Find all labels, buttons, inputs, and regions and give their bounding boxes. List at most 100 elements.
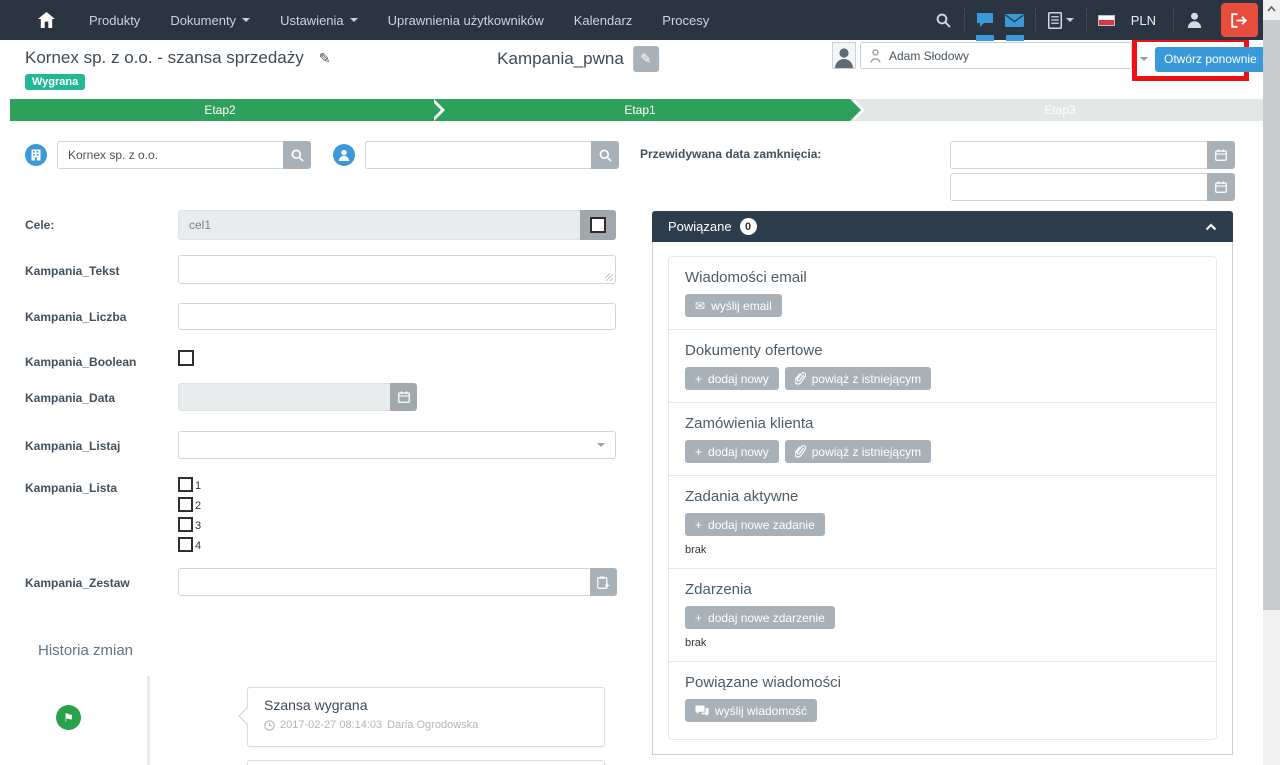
contact-search-button[interactable] [591,141,619,169]
button-label: wyślij email [711,298,772,313]
nav-item-procesy[interactable]: Procesy [662,13,709,28]
nav-item-produkty[interactable]: Produkty [89,13,140,28]
calendar-button[interactable] [1207,141,1235,169]
home-icon [38,12,55,28]
kampania-liczba-input[interactable] [178,303,616,330]
mail-icon [1005,13,1025,27]
edit-title-pencil-icon[interactable]: ✎ [318,49,331,66]
option-checkbox[interactable] [178,517,193,532]
scrollbar-thumb[interactable] [1263,20,1280,610]
date-group-1 [950,141,1235,169]
mail-button[interactable] [1000,0,1030,41]
add-task-button[interactable]: + dodaj nowe zadanie [685,513,825,536]
nav-item-uprawnienia[interactable]: Uprawnienia użytkowników [388,13,544,28]
collapse-button[interactable] [1205,223,1217,231]
add-event-button[interactable]: + dodaj nowe zdarzenie [685,606,835,629]
chevron-down-icon [1065,18,1074,22]
stage-label: Etap1 [624,103,656,117]
page-title: Kornex sp. z o.o. - szansa sprzedaży [25,48,304,67]
cele-group [178,210,616,240]
chevron-down-icon [242,18,251,22]
calendar-button[interactable] [1207,173,1235,201]
edit-record-button[interactable]: ✎ [632,46,659,72]
search-icon [599,149,612,162]
nav-item-label: Ustawienia [280,12,344,28]
history-entry-card[interactable]: Szansa wygrana 2017-02-27 08:14:03 Daria… [238,687,605,747]
stage-etap1[interactable]: Etap1 [430,99,865,121]
calendar-button[interactable] [390,383,417,411]
company-search-group [57,141,311,169]
option-checkbox[interactable] [178,537,193,552]
kampania-tekst-field [178,255,616,284]
logout-button[interactable] [1221,3,1258,37]
kampania-listaj-select[interactable] [178,431,616,459]
language-flag-button[interactable] [1092,0,1122,40]
add-new-button[interactable]: + dodaj nowy [685,367,779,390]
scrollbar-up-button[interactable] [1263,0,1280,17]
lista-option: 2 [178,497,201,512]
calendar-icon [1215,149,1227,161]
kampania-boolean-checkbox[interactable] [178,350,194,366]
related-card: Wiadomości email ✉ wyślij email Dokument… [668,256,1217,740]
kampania-tekst-textarea[interactable] [179,256,615,283]
option-label: 3 [195,520,202,532]
reports-button[interactable] [1041,0,1081,40]
kampania-lista-label: Kampania_Lista [25,481,118,495]
button-label: dodaj nowy [708,371,769,386]
chevron-down-icon[interactable] [1140,57,1148,61]
company-input[interactable] [57,141,283,169]
search-button[interactable] [929,0,959,40]
related-section-messages: Powiązane wiadomości wyślij wiadomość [669,662,1216,734]
nav-item-ustawienia[interactable]: Ustawienia [280,13,358,28]
related-section-customer-orders: Zamówienia klienta + dodaj nowy powiąż z… [669,403,1216,476]
user-menu-button[interactable] [1179,0,1209,40]
expected-close-label: Przewidywana data zamknięcia: [640,147,822,161]
related-section-emails: Wiadomości email ✉ wyślij email [669,257,1216,330]
main-menu: Produkty Dokumenty Ustawienia Uprawnieni… [89,13,709,28]
nav-item-dokumenty[interactable]: Dokumenty [170,12,251,28]
kampania-liczba-label: Kampania_Liczba [25,310,127,324]
link-existing-button[interactable]: powiąż z istniejącym [784,367,932,390]
send-email-button[interactable]: ✉ wyślij email [685,294,782,317]
history-entry-author: Daria Ogrodowska [387,719,479,731]
kampania-data-input[interactable] [178,383,390,411]
paperclip-icon [794,372,806,385]
empty-placeholder: brak [685,544,707,556]
nav-item-label: Dokumenty [170,12,237,28]
link-existing-button[interactable]: powiąż z istniejącym [784,440,932,463]
lista-option: 4 [178,537,201,552]
page-scrollbar[interactable] [1263,0,1280,765]
stage-etap2[interactable]: Etap2 [10,99,445,121]
kampania-zestaw-group [178,568,617,596]
home-button[interactable] [38,12,55,28]
record-header-center: Kampania_pwna ✎ [497,46,659,72]
plus-icon: + [695,444,703,459]
related-panel-header[interactable]: Powiązane 0 [652,211,1233,242]
kampania-zestaw-input[interactable] [178,568,590,596]
date-input-2[interactable] [950,173,1207,201]
nav-item-kalendarz[interactable]: Kalendarz [574,13,633,28]
chat-button[interactable] [970,0,1000,41]
resize-handle[interactable] [605,273,613,281]
clipboard-icon [1047,11,1062,29]
currency-label[interactable]: PLN [1130,12,1156,28]
reopen-button[interactable]: Otwórz ponownie [1155,46,1266,72]
record-picker-button[interactable] [590,568,617,596]
cele-input[interactable] [178,210,580,240]
button-label: powiąż z istniejącym [811,444,922,459]
option-checkbox[interactable] [178,477,193,492]
add-new-button[interactable]: + dodaj nowy [685,440,779,463]
mail-indicator [1005,35,1024,41]
company-search-button[interactable] [283,141,311,169]
date-input-1[interactable] [950,141,1207,169]
user-outline-icon [870,48,881,63]
option-checkbox[interactable] [178,497,193,512]
history-entry-card-partial[interactable] [247,760,605,765]
cele-select-button[interactable] [580,210,616,240]
stage-etap3[interactable]: Etap3 [850,99,1270,121]
assigned-user-field[interactable]: Adam Słodowy [860,42,1132,69]
contact-input[interactable] [365,141,591,169]
send-message-button[interactable]: wyślij wiadomość [685,699,818,722]
flag-icon: ⚑ [63,710,74,725]
